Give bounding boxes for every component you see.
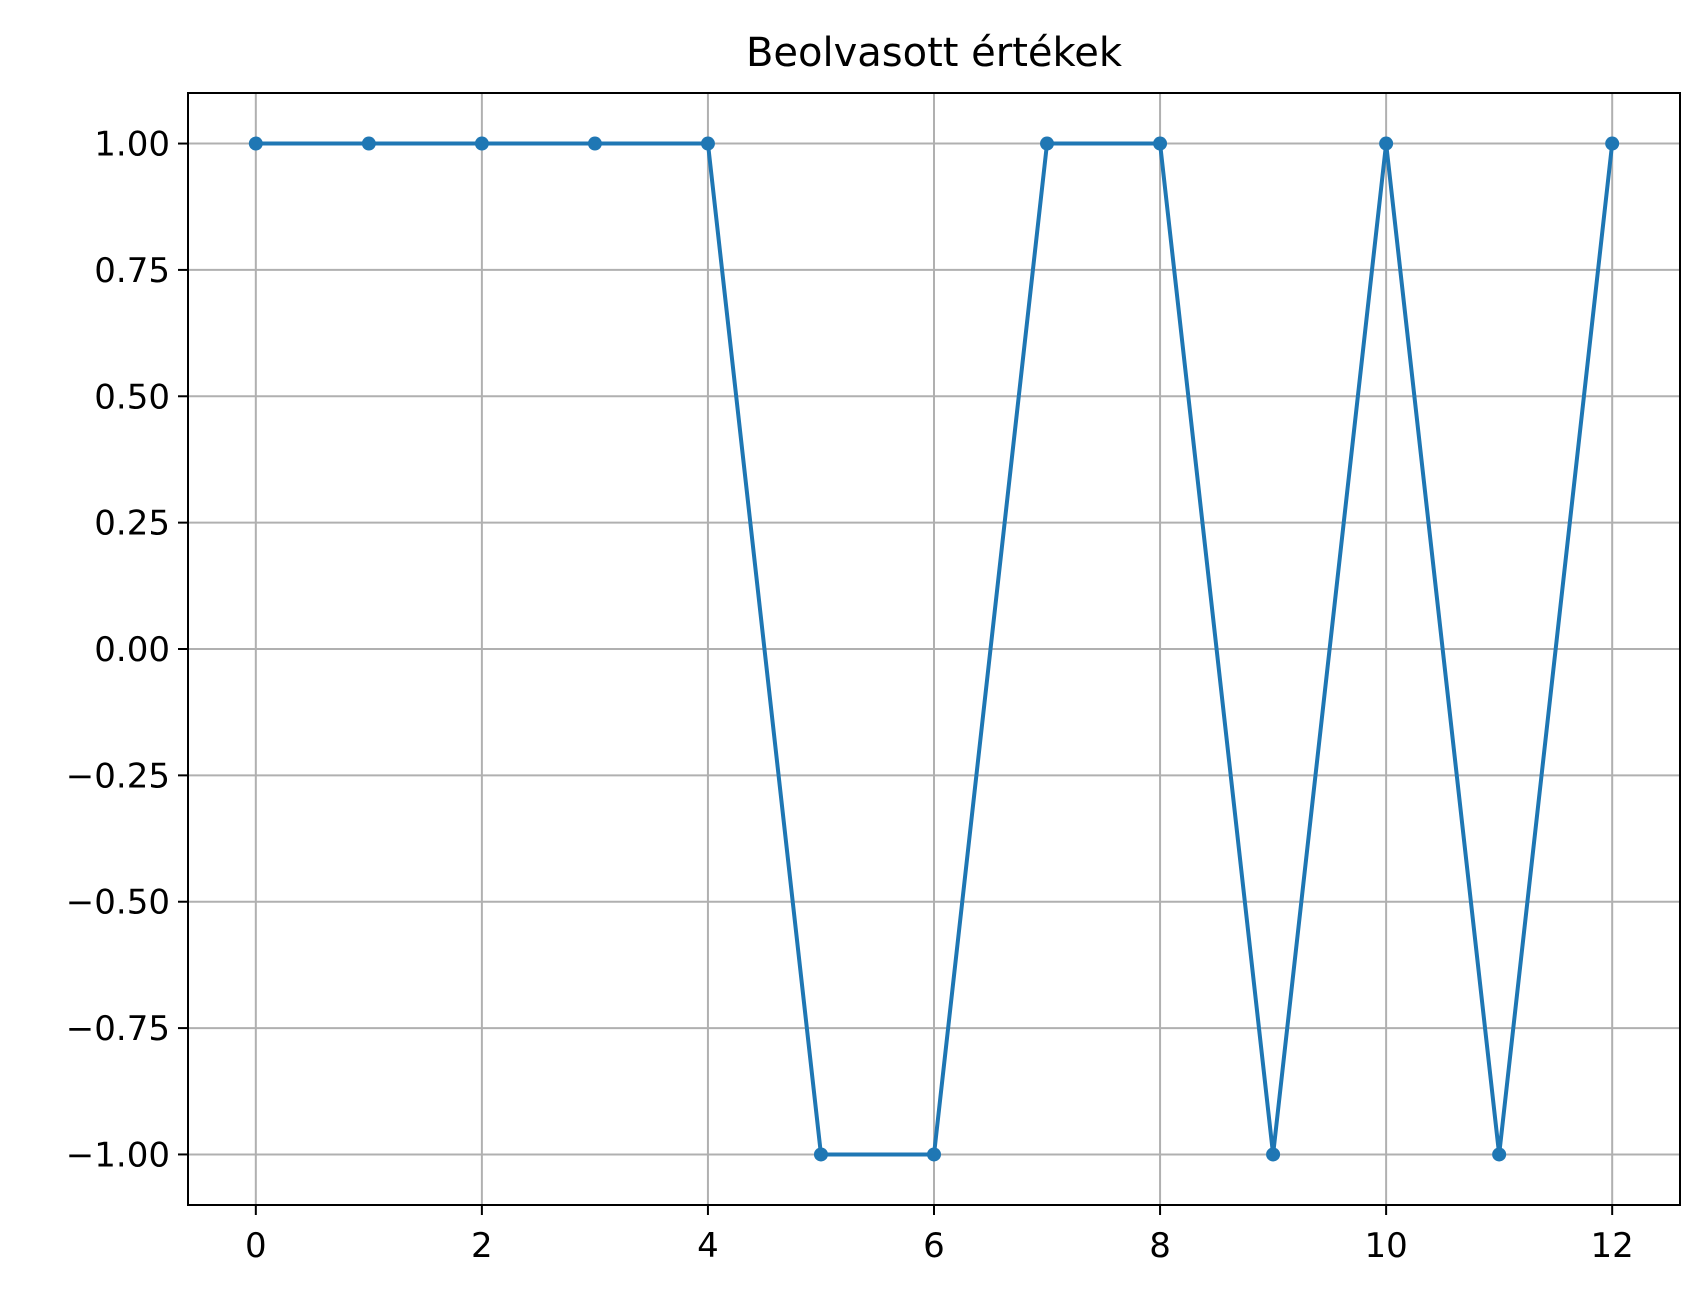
data-point bbox=[1492, 1147, 1507, 1162]
data-point bbox=[700, 136, 715, 151]
axis-ticks: 0 2 4 6 8 10 12 1.00 0.75 0.50 0.25 0.00 −0.25 −0.50 −… bbox=[66, 125, 1634, 1266]
data-point bbox=[1153, 136, 1168, 151]
data-point bbox=[587, 136, 602, 151]
y-tick-label: 0.00 bbox=[94, 630, 170, 670]
y-tick-label: −0.25 bbox=[66, 756, 170, 796]
data-point bbox=[813, 1147, 828, 1162]
x-tick-label: 12 bbox=[1591, 1226, 1634, 1266]
x-tick-label: 8 bbox=[1149, 1226, 1171, 1266]
data-point bbox=[1605, 136, 1620, 151]
data-point bbox=[927, 1147, 941, 1162]
data-point bbox=[248, 136, 263, 151]
x-tick-label: 0 bbox=[245, 1226, 267, 1266]
chart-title: Beolvasott értékek bbox=[746, 30, 1123, 76]
x-tick-label: 4 bbox=[697, 1226, 719, 1266]
data-point bbox=[1379, 136, 1394, 151]
x-tick-label: 2 bbox=[471, 1226, 493, 1266]
y-tick-label: −0.50 bbox=[66, 883, 170, 923]
y-tick-label: 1.00 bbox=[94, 125, 170, 165]
y-tick-label: 0.25 bbox=[94, 504, 170, 544]
y-tick-label: −1.00 bbox=[66, 1135, 170, 1175]
y-tick-label: −0.75 bbox=[66, 1009, 170, 1049]
series-layer bbox=[248, 136, 1620, 1162]
x-tick-label: 10 bbox=[1364, 1226, 1407, 1266]
y-tick-label: 0.50 bbox=[94, 377, 170, 417]
y-tick-label: 0.75 bbox=[94, 251, 170, 291]
data-point bbox=[1266, 1147, 1281, 1162]
x-tick-label: 6 bbox=[923, 1226, 945, 1266]
data-point bbox=[1040, 136, 1055, 151]
data-point bbox=[361, 136, 376, 151]
data-point bbox=[474, 136, 489, 151]
